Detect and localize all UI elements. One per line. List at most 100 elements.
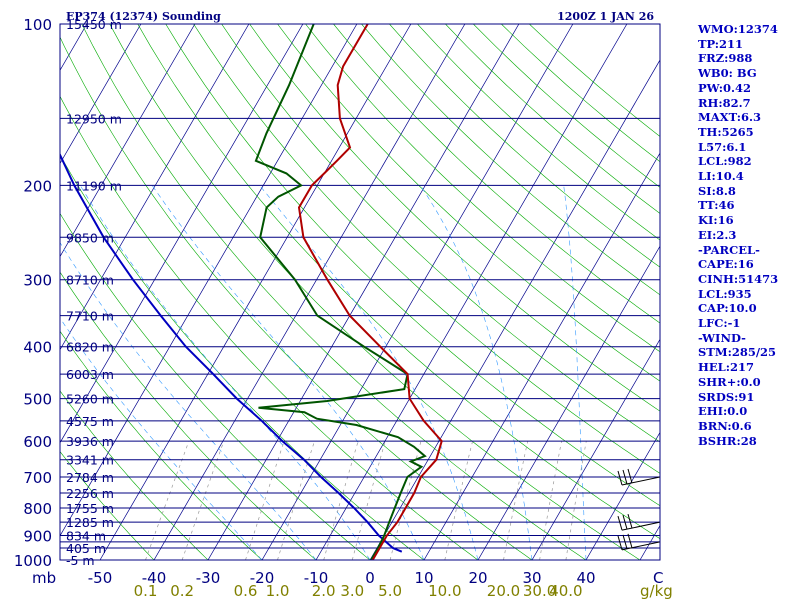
index-item: BSHR:28 [698, 433, 757, 448]
isotherm [153, 24, 466, 560]
mixing-ratio-line [145, 440, 190, 560]
isotherm [369, 59, 660, 560]
pressure-label: 500 [23, 391, 52, 409]
mixing-ratio-line [503, 441, 529, 560]
dry-adiabat [60, 212, 371, 560]
dewpoint-trace [254, 24, 427, 560]
index-item: SI:8.8 [698, 183, 736, 198]
index-item: WMO:12374 [698, 22, 778, 36]
index-item: -PARCEL- [698, 242, 760, 257]
mixing-ratio-line [181, 440, 225, 560]
index-item: CAPE:16 [698, 257, 754, 272]
isotherm [261, 24, 574, 560]
index-item: BRN:0.6 [698, 418, 752, 433]
isotherm [60, 24, 196, 258]
mixing-ratio-tick-label: 0.2 [170, 582, 194, 600]
mixing-ratio-tick-label: 0.6 [234, 582, 258, 600]
dry-adiabat [109, 24, 641, 560]
temp-tick-label: -40 [142, 569, 167, 587]
plot-frame [59, 23, 661, 561]
isotherm [585, 431, 660, 560]
temp-tick-label: -50 [88, 569, 113, 587]
index-item: EHI:0.0 [698, 404, 748, 419]
temperature-trace [297, 24, 443, 560]
mixing-ratio-line [565, 441, 587, 560]
chart-title: EP374 (12374) Sounding [66, 10, 221, 23]
index-item: LCL:982 [698, 154, 752, 169]
index-item: SHR+:0.0 [698, 374, 761, 389]
height-label: 15450 m [66, 17, 122, 32]
isotherm [99, 24, 412, 560]
mixing-ratio-line [389, 441, 422, 560]
isotherm [60, 24, 304, 444]
height-label: 9850 m [66, 230, 114, 245]
height-label: 3341 m [66, 453, 114, 468]
sounding-indices-panel: WMO:12374 TP:211 FRZ:988 WB0: BG PW:0.42 RH:8… [698, 22, 798, 448]
temp-tick-label: -10 [304, 569, 329, 587]
isotherm [60, 24, 250, 351]
wind-barb [617, 514, 660, 531]
mixing-ratio-line [444, 441, 473, 560]
index-item: -WIND- [698, 330, 746, 345]
chart-datetime: 1200Z 1 JAN 26 [557, 10, 654, 23]
index-item: SRDS:91 [698, 389, 755, 404]
moist-adiabat [79, 185, 371, 560]
wind-barb [617, 533, 660, 551]
index-item: CINH:51473 [698, 271, 779, 286]
temp-tick-label: 40 [576, 569, 595, 587]
height-label: 834 m [66, 528, 106, 543]
height-label: 2256 m [66, 486, 114, 501]
wind-barb [617, 468, 660, 486]
height-label: -5 m [66, 553, 95, 568]
height-label: 7710 m [66, 309, 114, 324]
pressure-label: 100 [23, 16, 52, 34]
height-label: 6003 m [66, 367, 114, 382]
mixing-ratio-tick-label: 1.0 [266, 582, 290, 600]
index-item: HEL:217 [698, 360, 754, 375]
isotherm [315, 24, 628, 560]
pressure-label: 1000 [14, 552, 52, 570]
isotherm [531, 338, 660, 560]
index-item: L57:6.1 [698, 139, 747, 154]
index-item: STM:285/25 [698, 345, 777, 360]
dry-adiabat [165, 24, 660, 507]
height-label: 5260 m [66, 392, 114, 407]
index-item: PW:0.42 [698, 80, 752, 95]
mixing-ratio-tick-label: 3.0 [340, 582, 364, 600]
index-item: TT:46 [698, 198, 735, 213]
temp-tick-label: 30 [522, 569, 541, 587]
dry-adiabat [60, 154, 425, 560]
height-label: 8710 m [66, 273, 114, 288]
height-label: 6820 m [66, 340, 114, 355]
index-item: LFC:-1 [698, 316, 741, 331]
pressure-label: 600 [23, 433, 52, 451]
index-item: WB0: BG [698, 66, 757, 81]
pressure-unit-label: mb [32, 569, 56, 587]
temp-unit-label: C [653, 569, 663, 587]
height-label: 12950 m [66, 111, 122, 126]
index-item: LCL:935 [698, 286, 752, 301]
moist-adiabat [60, 317, 263, 560]
height-label: 4575 m [66, 414, 114, 429]
index-item: TP:211 [698, 36, 744, 51]
mixing-ratio-tick-label: 40.0 [549, 582, 582, 600]
height-label: 11190 m [66, 178, 122, 193]
isotherm [207, 24, 520, 560]
temp-tick-label: 10 [414, 569, 433, 587]
pressure-label: 700 [23, 469, 52, 487]
parcel-trace [60, 152, 403, 553]
mixing-ratio-tick-label: 0.1 [134, 582, 158, 600]
moist-adiabat [151, 185, 425, 560]
isotherm [423, 152, 660, 560]
isotherm [60, 24, 358, 537]
index-item: LI:10.4 [698, 169, 744, 184]
moist-adiabat [60, 241, 317, 560]
mixing-ratio-tick-label: 2.0 [312, 582, 336, 600]
height-label: 405 m [66, 541, 106, 556]
pressure-label: 400 [23, 339, 52, 357]
mixing-ratio-line [245, 440, 285, 560]
height-label: 2784 m [66, 470, 114, 485]
mixing-ratio-tick-label: 20.0 [487, 582, 520, 600]
dry-adiabat [137, 24, 660, 540]
